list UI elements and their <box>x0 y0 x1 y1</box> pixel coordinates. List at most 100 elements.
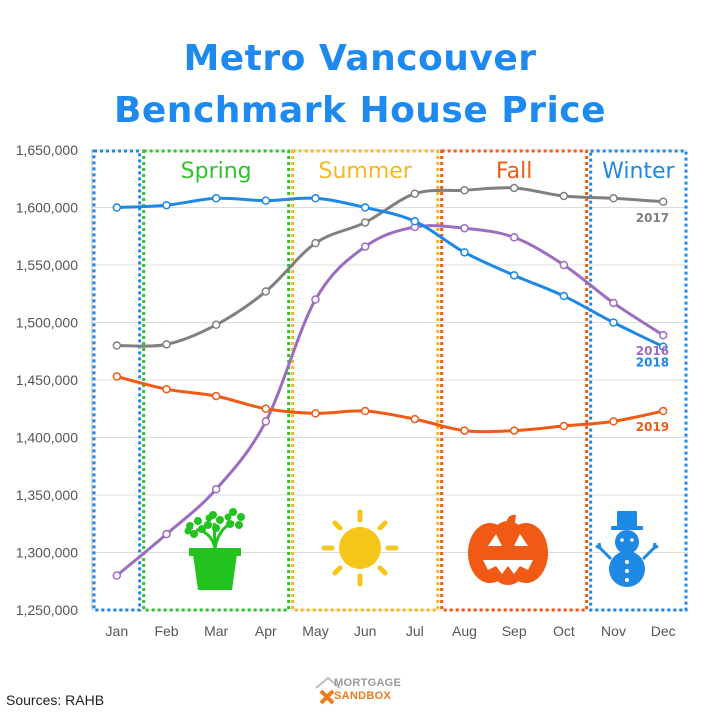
data-point-2016 <box>509 233 519 242</box>
y-tick-label: 1,500,000 <box>16 315 78 331</box>
data-point-2019 <box>410 414 420 424</box>
x-tick-label: Jun <box>354 623 377 639</box>
y-tick-label: 1,350,000 <box>16 487 78 503</box>
data-point-2018 <box>559 291 569 301</box>
x-tick-label: May <box>302 623 328 639</box>
pumpkin-icon <box>468 514 548 585</box>
data-point-2016 <box>658 330 668 340</box>
data-point-2018 <box>311 194 320 203</box>
data-point-2018 <box>460 248 469 257</box>
season-label: Fall <box>496 159 532 184</box>
x-tick-label: Apr <box>255 623 277 639</box>
data-point-2017 <box>609 194 618 203</box>
data-point-2016 <box>261 417 271 426</box>
season-label: Summer <box>318 159 412 184</box>
y-tick-label: 1,300,000 <box>16 545 78 561</box>
season-label: Spring <box>181 159 252 184</box>
data-point-2017 <box>261 287 271 296</box>
data-point-2017 <box>112 341 122 350</box>
data-point-2018 <box>410 217 420 226</box>
x-tick-label: Feb <box>154 623 178 639</box>
series-label-2018: 2018 <box>636 356 669 370</box>
series-label-2017: 2017 <box>636 211 669 225</box>
y-tick-label: 1,400,000 <box>16 430 78 446</box>
summer-box <box>291 149 440 612</box>
series-line-2019 <box>116 375 664 434</box>
data-point-2019 <box>112 372 122 381</box>
winter-box-right <box>589 149 688 612</box>
spring-box <box>142 149 291 612</box>
data-point-2019 <box>261 404 271 413</box>
data-point-2018 <box>509 271 519 280</box>
snowman-icon <box>595 511 659 587</box>
y-tick-label: 1,450,000 <box>16 372 78 388</box>
x-axis-ticks: Jan Feb Mar Apr May Jun Jul Aug Sep Oct Nov Dec <box>106 623 676 639</box>
series-points <box>112 183 668 580</box>
data-point-2016 <box>609 298 618 308</box>
data-point-2019 <box>460 426 469 435</box>
season-boxes <box>92 149 688 612</box>
x-tick-label: Mar <box>204 623 228 639</box>
grid <box>91 149 688 611</box>
series-line-2018 <box>116 196 664 348</box>
data-point-2017 <box>658 197 668 206</box>
y-tick-label: 1,550,000 <box>16 257 78 273</box>
data-point-2017 <box>360 218 370 227</box>
logo-line-1: MORTGAGE <box>334 677 402 689</box>
data-point-2018 <box>360 203 370 212</box>
series-label-2019: 2019 <box>636 420 669 434</box>
x-tick-label: Dec <box>651 623 676 639</box>
data-point-2019 <box>211 391 221 401</box>
data-point-2017 <box>211 320 221 330</box>
series-label-2016: 2016 <box>636 344 669 358</box>
chart-title-line-1: Metro Vancouver <box>183 38 537 79</box>
fall-box <box>440 149 589 612</box>
season-label: Winter <box>602 159 675 184</box>
data-point-2017 <box>509 183 519 193</box>
x-tick-label: Aug <box>452 623 477 639</box>
x-tick-label: Oct <box>553 623 575 639</box>
data-point-2019 <box>658 406 668 416</box>
season-labels: Spring Summer Fall Winter <box>181 159 676 184</box>
data-point-2017 <box>410 189 420 198</box>
data-point-2019 <box>162 384 171 394</box>
y-tick-label: 1,650,000 <box>16 142 78 158</box>
data-point-2017 <box>162 340 171 349</box>
data-point-2016 <box>162 529 171 539</box>
data-point-2018 <box>658 342 668 351</box>
data-point-2018 <box>261 196 271 205</box>
logo-line-2: SANDBOX <box>334 690 392 702</box>
source-note: Sources: RAHB <box>6 692 105 708</box>
x-tick-label: Jan <box>106 623 129 639</box>
data-point-2019 <box>360 406 370 416</box>
y-axis-ticks: 1,250,000 1,300,000 1,350,000 1,400,000 1,45… <box>16 142 78 618</box>
chart-title-line-2: Benchmark House Price <box>113 90 607 131</box>
data-point-2016 <box>460 223 469 233</box>
data-point-2016 <box>559 260 569 270</box>
flower-pot-icon <box>184 508 245 590</box>
x-tick-label: Jul <box>406 623 424 639</box>
data-point-2019 <box>559 421 569 431</box>
data-point-2016 <box>311 295 320 304</box>
data-point-2018 <box>162 200 171 210</box>
season-icons <box>184 508 659 590</box>
data-point-2019 <box>609 417 618 426</box>
sun-icon <box>321 509 399 587</box>
x-tick-label: Nov <box>601 623 626 639</box>
data-point-2017 <box>311 238 320 248</box>
data-point-2019 <box>311 409 320 418</box>
data-point-2016 <box>211 485 221 494</box>
mortgage-sandbox-logo <box>315 676 341 705</box>
data-point-2017 <box>460 186 469 195</box>
data-point-2018 <box>211 194 221 203</box>
data-point-2018 <box>112 203 122 212</box>
x-tick-label: Sep <box>502 623 527 639</box>
data-point-2017 <box>559 191 569 201</box>
data-point-2016 <box>360 242 370 251</box>
data-point-2019 <box>509 426 519 435</box>
y-tick-label: 1,600,000 <box>16 200 78 216</box>
y-tick-label: 1,250,000 <box>16 602 78 618</box>
data-point-2018 <box>609 318 618 327</box>
